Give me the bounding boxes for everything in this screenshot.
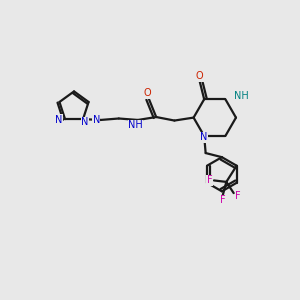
Text: N: N <box>93 115 100 125</box>
Text: NH: NH <box>128 120 143 130</box>
Text: F: F <box>220 196 226 206</box>
Text: N: N <box>81 117 88 127</box>
Text: O: O <box>143 88 151 98</box>
Text: NH: NH <box>234 91 248 101</box>
Text: O: O <box>196 71 204 81</box>
Text: N: N <box>200 132 208 142</box>
Text: N: N <box>55 115 62 125</box>
Text: F: F <box>207 176 212 185</box>
Text: F: F <box>235 191 241 201</box>
